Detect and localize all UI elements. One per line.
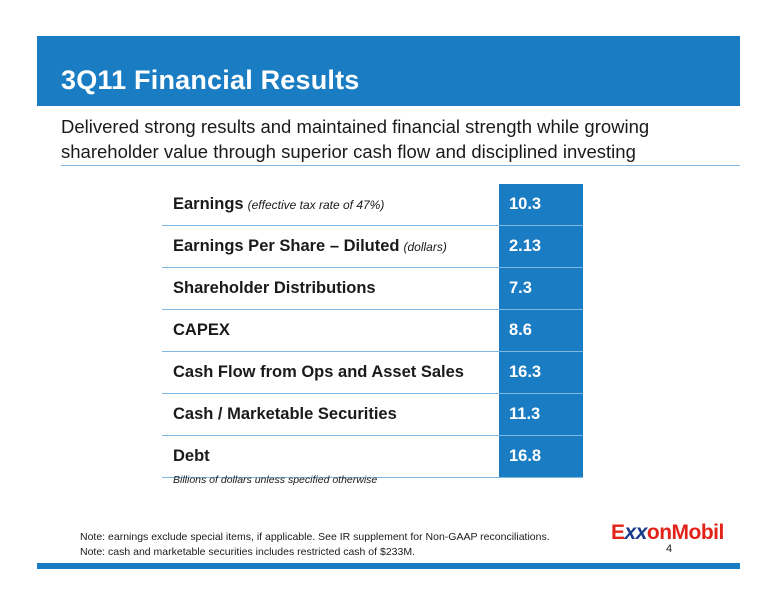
table-row: Cash / Marketable Securities 11.3 [162, 394, 583, 436]
page-number: 4 [666, 543, 673, 555]
subtitle-divider [61, 165, 740, 166]
value-cell: 16.3 [499, 352, 583, 393]
table-row: Earnings Per Share – Diluted (dollars) 2.… [162, 226, 583, 268]
row-value: 16.8 [509, 447, 542, 465]
row-note: (dollars) [403, 240, 447, 254]
row-value: 11.3 [509, 405, 541, 423]
row-label: Earnings (effective tax rate of 47%) [173, 195, 385, 213]
row-value: 10.3 [509, 195, 542, 213]
row-label: CAPEX [173, 321, 230, 339]
row-label: Cash / Marketable Securities [173, 405, 397, 423]
table-footnote: Billions of dollars unless specified oth… [173, 474, 378, 486]
table-row: CAPEX 8.6 [162, 310, 583, 352]
subtitle-line-1: Delivered strong results and maintained … [61, 116, 650, 137]
row-label: Earnings Per Share – Diluted (dollars) [173, 237, 447, 255]
row-value: 8.6 [509, 321, 532, 339]
table-row: Debt 16.8 [162, 436, 583, 478]
value-cell: 11.3 [499, 394, 583, 435]
subtitle-line-2: shareholder value through superior cash … [61, 141, 636, 162]
value-cell: 16.8 [499, 436, 583, 477]
exxonmobil-logo: ExxonMobil [611, 521, 724, 544]
row-note: (effective tax rate of 47%) [247, 198, 385, 212]
value-cell: 8.6 [499, 310, 583, 351]
row-value: 16.3 [509, 363, 542, 381]
row-value: 2.13 [509, 237, 542, 255]
results-table: Earnings (effective tax rate of 47%) 10.3… [162, 184, 583, 478]
value-cell: 10.3 [499, 184, 583, 225]
row-value: 7.3 [509, 279, 532, 297]
row-label: Cash Flow from Ops and Asset Sales [173, 363, 464, 381]
value-cell: 7.3 [499, 268, 583, 309]
footer-bar [37, 563, 740, 569]
value-cell: 2.13 [499, 226, 583, 267]
table-row: Shareholder Distributions 7.3 [162, 268, 583, 310]
page-title: 3Q11 Financial Results [61, 65, 360, 95]
row-label: Shareholder Distributions [173, 279, 376, 297]
row-label: Debt [173, 447, 210, 465]
title-bar: 3Q11 Financial Results [37, 36, 740, 106]
subtitle: Delivered strong results and maintained … [61, 114, 741, 164]
table-row: Cash Flow from Ops and Asset Sales 16.3 [162, 352, 583, 394]
table-row: Earnings (effective tax rate of 47%) 10.3 [162, 184, 583, 226]
notes: Note: earnings exclude special items, if… [80, 530, 550, 560]
note-line-2: Note: cash and marketable securities inc… [80, 546, 416, 558]
note-line-1: Note: earnings exclude special items, if… [80, 531, 550, 543]
